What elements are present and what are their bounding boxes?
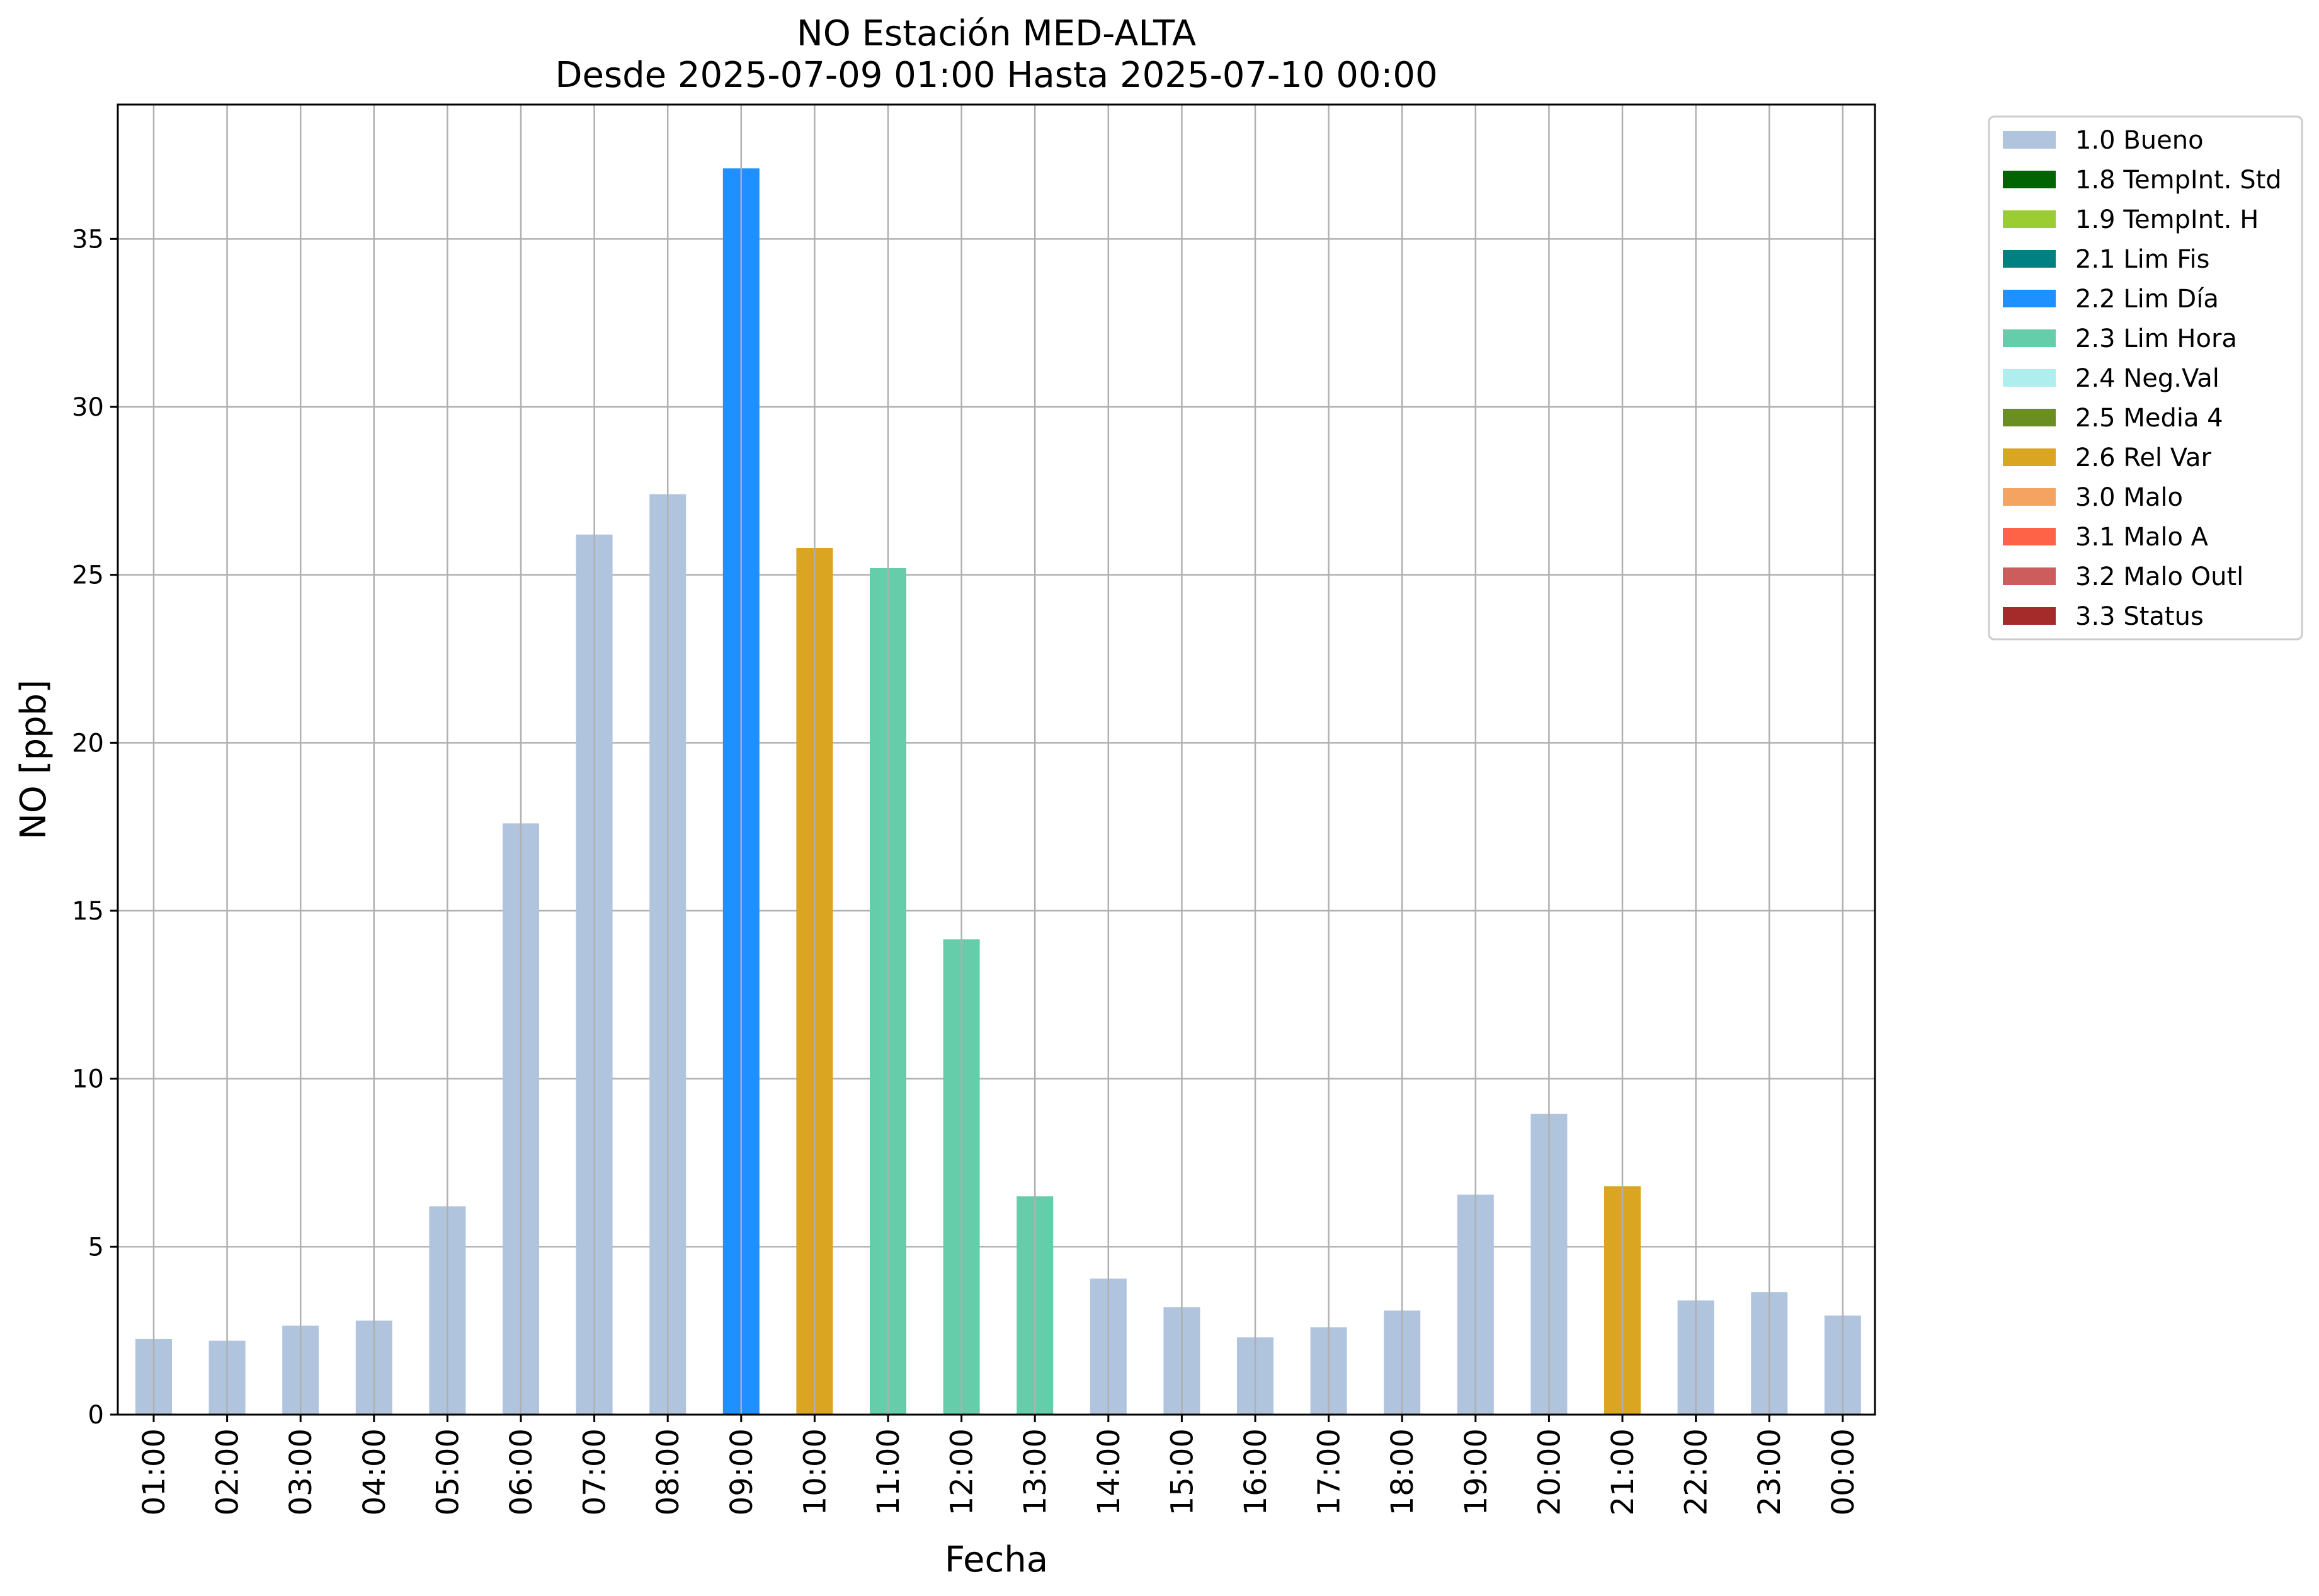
x-tick-label: 17:00 (1312, 1428, 1347, 1515)
legend-swatch (2003, 329, 2056, 347)
legend-swatch (2003, 290, 2056, 307)
legend-swatch (2003, 409, 2056, 426)
chart-subtitle: Desde 2025-07-09 01:00 Hasta 2025-07-10 … (555, 55, 1437, 96)
legend-swatch (2003, 607, 2056, 625)
legend-swatch (2003, 171, 2056, 188)
x-tick-label: 08:00 (651, 1428, 686, 1515)
y-tick-label: 5 (88, 1233, 104, 1262)
y-tick-label: 0 (88, 1401, 104, 1430)
legend-swatch (2003, 567, 2056, 585)
x-tick-label: 13:00 (1018, 1428, 1053, 1515)
y-tick-label: 25 (72, 561, 104, 590)
legend-label: 3.2 Malo Outl (2075, 562, 2243, 591)
x-tick-label: 05:00 (430, 1428, 465, 1515)
x-tick-label: 23:00 (1752, 1428, 1787, 1515)
x-tick-label: 03:00 (283, 1428, 319, 1515)
legend-swatch (2003, 210, 2056, 228)
grid-lines (118, 238, 1875, 1416)
legend-label: 2.6 Rel Var (2075, 443, 2212, 472)
x-axis-ticks: 01:00 02:00 03:00 04:00 05:00 06:00 07:00 08:00… (137, 1415, 1861, 1515)
chart-title: NO Estación MED-ALTA (797, 13, 1196, 54)
y-tick-label: 35 (72, 225, 104, 254)
legend-label: 1.8 TempInt. Std (2075, 166, 2282, 195)
x-tick-label: 01:00 (137, 1428, 172, 1515)
x-tick-label: 22:00 (1679, 1428, 1714, 1515)
x-tick-label: 11:00 (871, 1428, 906, 1515)
plot-frame (117, 103, 1876, 1416)
x-tick-label: 00:00 (1826, 1428, 1861, 1515)
x-tick-label: 15:00 (1165, 1428, 1200, 1515)
legend-swatch (2003, 448, 2056, 466)
legend: 1.0 Bueno 1.8 TempInt. Std 1.9 TempInt. H 2… (1988, 115, 2303, 641)
x-tick-label: 18:00 (1385, 1428, 1420, 1515)
y-tick-label: 20 (72, 729, 104, 758)
legend-label: 2.2 Lim Día (2075, 285, 2219, 314)
x-tick-label: 12:00 (945, 1428, 980, 1515)
vertical-grid-lines (152, 105, 1844, 1415)
x-tick-label: 21:00 (1605, 1428, 1641, 1515)
legend-label: 3.1 Malo A (2075, 523, 2209, 552)
legend-label: 3.0 Malo (2075, 483, 2183, 512)
legend-swatch (2003, 250, 2056, 268)
y-axis-ticks: 0 5 10 15 20 25 30 35 (72, 225, 118, 1430)
legend-swatch (2003, 131, 2056, 149)
legend-swatch (2003, 528, 2056, 545)
y-tick-label: 10 (72, 1065, 104, 1094)
x-tick-label: 16:00 (1238, 1428, 1273, 1515)
x-tick-label: 09:00 (724, 1428, 760, 1515)
x-tick-label: 02:00 (210, 1428, 246, 1515)
y-tick-label: 15 (72, 897, 104, 926)
legend-label: 2.5 Media 4 (2075, 404, 2223, 433)
x-tick-label: 07:00 (578, 1428, 613, 1515)
legend-label: 2.3 Lim Hora (2075, 324, 2237, 353)
legend-swatch (2003, 369, 2056, 387)
x-tick-label: 04:00 (357, 1428, 392, 1515)
legend-label: 2.1 Lim Fis (2075, 245, 2209, 274)
legend-label: 2.4 Neg.Val (2075, 364, 2219, 393)
legend-frame (1988, 115, 2303, 641)
x-tick-label: 06:00 (504, 1428, 539, 1515)
legend-swatch (2003, 488, 2056, 506)
x-tick-label: 19:00 (1459, 1428, 1494, 1515)
bars (135, 168, 1861, 1415)
legend-label: 1.0 Bueno (2075, 126, 2204, 155)
y-tick-label: 30 (72, 393, 104, 422)
x-tick-label: 10:00 (797, 1428, 833, 1515)
x-axis-label: Fecha (945, 1539, 1048, 1580)
legend-label: 3.3 Status (2075, 602, 2204, 631)
x-tick-label: 14:00 (1091, 1428, 1127, 1515)
y-axis-label: NO [ppb] (13, 680, 54, 840)
x-tick-label: 20:00 (1532, 1428, 1567, 1515)
legend-label: 1.9 TempInt. H (2075, 205, 2259, 234)
